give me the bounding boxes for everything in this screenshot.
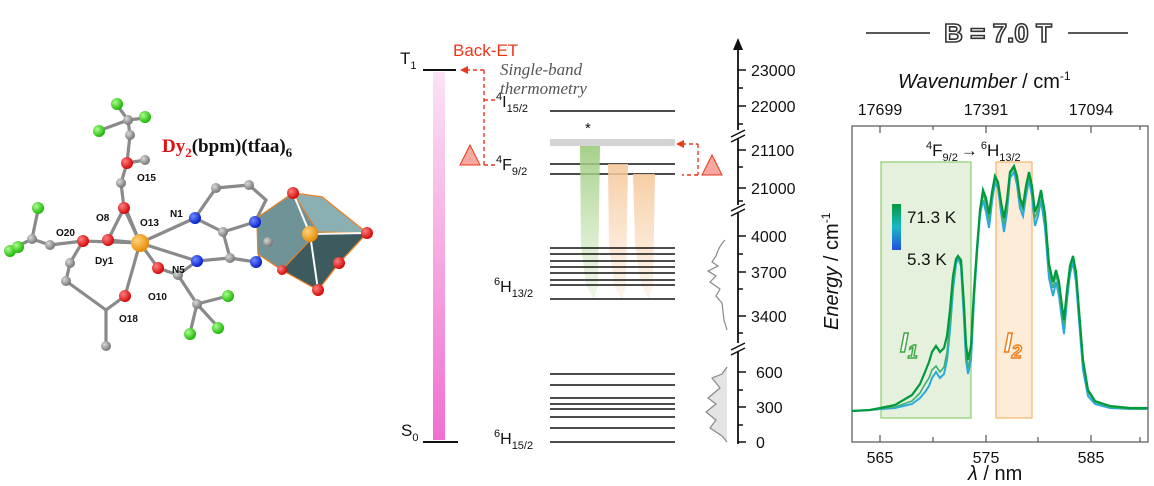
compound-formula: Dy2(bpm)(tfaa)6	[162, 136, 293, 160]
atom-label-o13: O13	[140, 218, 159, 229]
top-tick-17699: 17699	[858, 102, 903, 119]
field-label: B = 7.0 T	[944, 18, 1052, 48]
star-mark: *	[585, 120, 591, 137]
h152-levels	[550, 373, 675, 443]
top-tick-17094: 17094	[1069, 102, 1114, 119]
band-i1-label: I1	[900, 327, 918, 362]
top-axis-ticks	[879, 126, 1141, 133]
bottom-axis-ticks	[879, 435, 1141, 442]
dysprosium-atom	[131, 234, 149, 252]
h132-label: 6H13/2	[494, 276, 533, 300]
coordination-polyhedron	[256, 192, 369, 291]
x-tick-585: 585	[1078, 450, 1105, 467]
atom-label-o20: O20	[56, 228, 75, 239]
nitrogen-atoms	[189, 212, 262, 268]
carbon-atoms	[27, 115, 273, 351]
tick-22000: 22000	[751, 99, 796, 116]
tick-21000: 21000	[751, 181, 796, 198]
top-axis-label: Wavenumber / cm-1	[898, 69, 1071, 93]
delta-triangle-right	[701, 153, 723, 176]
h132-levels	[550, 247, 675, 300]
tick-3700: 3700	[751, 265, 787, 282]
orange-band-2	[633, 174, 655, 300]
energy-axis: 23000 22000 21100 21000 4000 3700 3400 6…	[730, 38, 796, 452]
right-dashed-arrow	[682, 143, 699, 176]
orange-band-1	[608, 164, 628, 300]
tick-0: 0	[756, 435, 765, 452]
atom-labels: O15 N1 O8 O13 O20 Dy1 N5 O10 O18	[56, 173, 185, 325]
band-i2-label: I2	[1004, 327, 1022, 362]
spectrum-panel: B = 7.0 T Wavenumber / cm-1 17699 17391 …	[819, 17, 1149, 485]
tick-600: 600	[756, 365, 783, 382]
back-et-arrowhead	[460, 66, 468, 74]
temperature-colorbar	[892, 204, 901, 250]
green-band	[580, 146, 600, 300]
atom-label-o8: O8	[96, 213, 110, 224]
band-i1-region	[880, 161, 972, 419]
x-tick-575: 575	[973, 450, 1000, 467]
atom-label-dy1: Dy1	[95, 256, 114, 267]
f92-label: 4F9/2	[496, 154, 527, 178]
delta-triangle-left	[459, 143, 481, 166]
spectrum-trace-upper	[706, 239, 728, 331]
h152-label: 6H15/2	[494, 428, 533, 452]
atom-label-n1: N1	[170, 209, 183, 220]
i15-label: 4I15/2	[496, 91, 528, 115]
shaded-level	[550, 139, 675, 146]
back-et-arrow	[466, 69, 496, 166]
tick-300: 300	[756, 400, 783, 417]
t1-label: T1	[400, 49, 417, 72]
tick-23000: 23000	[751, 63, 796, 80]
temp-low-label: 5.3 K	[907, 250, 947, 269]
molecule-structure: O15 N1 O8 O13 O20 Dy1 N5 O10 O18	[4, 98, 373, 351]
s0-label: S0	[401, 421, 418, 444]
spectrum-curve-high-t	[851, 163, 1148, 413]
atom-label-n5: N5	[172, 265, 185, 276]
back-et-label: Back-ET	[453, 41, 518, 60]
top-tick-17391: 17391	[964, 102, 1009, 119]
x-tick-565: 565	[867, 450, 894, 467]
single-band-line2: thermometry	[500, 79, 587, 98]
tick-4000: 4000	[751, 229, 787, 246]
y-axis-label: Energy / cm-1	[819, 212, 843, 330]
tick-3400: 3400	[751, 309, 787, 326]
atom-label-o18: O18	[119, 314, 138, 325]
x-axis-label: λ / nm	[967, 463, 1022, 485]
single-band-line1: Single-band	[500, 60, 583, 79]
spectrum-trace-lower	[705, 366, 728, 443]
atom-label-o10: O10	[148, 292, 167, 303]
energy-diagram: T1 S0 Back-ET Single-band thermometry 4I…	[400, 38, 796, 452]
transition-label: 4F9/2 → 6H13/2	[926, 140, 1021, 164]
oxygen-atoms	[77, 157, 373, 302]
tick-21100: 21100	[751, 143, 794, 160]
right-arrowhead	[676, 140, 684, 148]
temp-high-label: 71.3 K	[907, 208, 957, 227]
fluorine-atoms	[4, 98, 234, 340]
t1-s0-gradient-bar	[433, 72, 445, 440]
atom-label-o15: O15	[137, 173, 156, 184]
